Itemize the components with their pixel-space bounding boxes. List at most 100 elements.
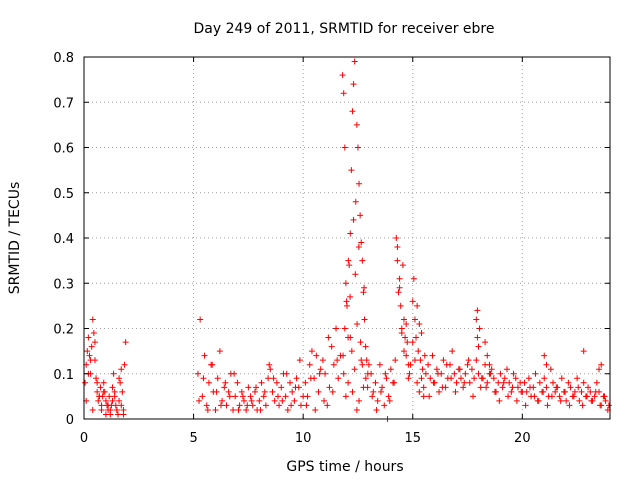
data-point bbox=[365, 361, 372, 368]
data-point bbox=[483, 384, 490, 391]
data-point bbox=[219, 397, 226, 404]
data-point bbox=[500, 379, 507, 386]
data-point bbox=[199, 393, 206, 400]
data-point bbox=[405, 375, 412, 382]
data-point bbox=[382, 370, 389, 377]
data-point bbox=[118, 402, 125, 409]
data-point bbox=[361, 316, 368, 323]
data-point bbox=[194, 370, 201, 377]
data-point bbox=[468, 366, 475, 373]
data-point bbox=[293, 375, 300, 382]
data-point bbox=[484, 352, 491, 359]
data-point bbox=[274, 393, 281, 400]
data-point bbox=[491, 388, 498, 395]
data-point bbox=[201, 352, 208, 359]
data-point bbox=[212, 406, 219, 413]
data-point bbox=[429, 352, 436, 359]
data-point bbox=[289, 388, 296, 395]
data-point bbox=[449, 348, 456, 355]
data-point bbox=[351, 58, 358, 65]
data-point bbox=[540, 388, 547, 395]
data-point bbox=[287, 379, 294, 386]
data-point bbox=[234, 379, 241, 386]
data-point bbox=[93, 375, 100, 382]
data-point bbox=[232, 393, 239, 400]
data-point bbox=[306, 361, 313, 368]
data-point bbox=[102, 397, 109, 404]
data-point bbox=[497, 370, 504, 377]
data-point bbox=[248, 397, 255, 404]
data-point bbox=[509, 384, 516, 391]
data-point bbox=[543, 361, 550, 368]
data-point bbox=[369, 393, 376, 400]
data-point bbox=[261, 388, 268, 395]
data-point bbox=[353, 121, 360, 128]
data-point bbox=[453, 379, 460, 386]
data-point bbox=[470, 393, 477, 400]
data-point bbox=[409, 339, 416, 346]
data-point bbox=[372, 379, 379, 386]
data-point bbox=[460, 384, 467, 391]
data-point bbox=[89, 406, 96, 413]
data-point bbox=[588, 397, 595, 404]
data-point bbox=[322, 370, 329, 377]
data-point bbox=[417, 357, 424, 364]
data-point bbox=[411, 316, 418, 323]
data-point bbox=[383, 375, 390, 382]
data-point bbox=[355, 244, 362, 251]
data-point bbox=[452, 388, 459, 395]
data-point bbox=[88, 343, 95, 350]
data-point bbox=[235, 406, 242, 413]
data-point bbox=[476, 325, 483, 332]
data-point bbox=[587, 388, 594, 395]
data-point bbox=[508, 388, 515, 395]
data-point bbox=[527, 384, 534, 391]
data-point bbox=[523, 388, 530, 395]
data-point bbox=[482, 339, 489, 346]
data-point bbox=[341, 325, 348, 332]
data-point bbox=[518, 388, 525, 395]
data-point bbox=[329, 388, 336, 395]
data-point bbox=[370, 388, 377, 395]
data-point bbox=[346, 262, 353, 269]
grid bbox=[84, 57, 610, 419]
data-point bbox=[121, 361, 128, 368]
data-point bbox=[490, 375, 497, 382]
data-point bbox=[598, 361, 605, 368]
data-point bbox=[297, 402, 304, 409]
data-point bbox=[245, 384, 252, 391]
data-point bbox=[425, 361, 432, 368]
data-point bbox=[521, 379, 528, 386]
data-point bbox=[324, 402, 331, 409]
data-point bbox=[120, 411, 127, 418]
data-point bbox=[407, 361, 414, 368]
data-point bbox=[496, 397, 503, 404]
data-point bbox=[196, 397, 203, 404]
data-point bbox=[116, 397, 123, 404]
x-tick-label: 5 bbox=[189, 431, 197, 446]
data-point bbox=[439, 384, 446, 391]
data-point bbox=[399, 262, 406, 269]
data-point bbox=[416, 388, 423, 395]
data-point bbox=[592, 388, 599, 395]
data-point bbox=[402, 334, 409, 341]
data-point bbox=[396, 275, 403, 282]
x-axis-title: GPS time / hours bbox=[286, 459, 403, 475]
data-point bbox=[556, 393, 563, 400]
data-point bbox=[430, 379, 437, 386]
data-point bbox=[273, 379, 280, 386]
data-point bbox=[348, 167, 355, 174]
data-point bbox=[260, 393, 267, 400]
data-point bbox=[392, 357, 399, 364]
data-point bbox=[565, 379, 572, 386]
data-point bbox=[197, 316, 204, 323]
axis-ticks bbox=[83, 56, 610, 420]
data-point bbox=[348, 348, 355, 355]
data-point bbox=[360, 384, 367, 391]
data-point bbox=[436, 388, 443, 395]
data-point bbox=[419, 366, 426, 373]
data-point bbox=[116, 375, 123, 382]
data-point bbox=[308, 348, 315, 355]
data-point bbox=[334, 357, 341, 364]
data-point bbox=[576, 397, 583, 404]
